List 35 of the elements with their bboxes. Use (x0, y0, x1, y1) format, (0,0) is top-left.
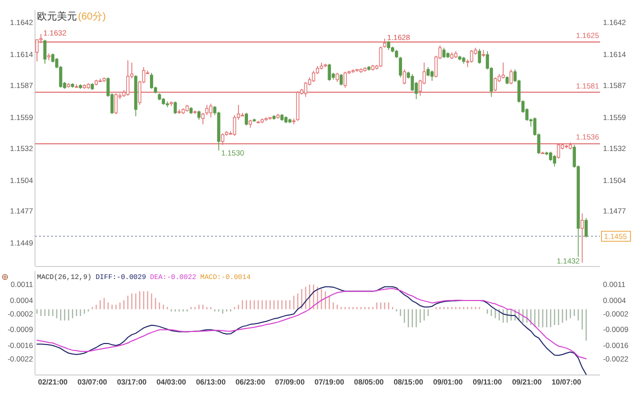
candlestick (584, 218, 588, 238)
candlestick (510, 69, 513, 85)
candlestick (344, 71, 347, 88)
candlestick (442, 47, 446, 58)
candlestick (402, 69, 406, 85)
candlestick (244, 112, 248, 126)
candlestick (336, 72, 339, 82)
candlestick (580, 213, 584, 263)
candlestick (379, 46, 382, 68)
candlestick (312, 70, 316, 82)
candlestick (549, 151, 552, 162)
candlestick (478, 48, 482, 64)
candlestick (482, 50, 486, 58)
candlestick (232, 114, 236, 136)
candlestick (470, 50, 474, 63)
candlestick (410, 74, 414, 92)
candlestick (205, 104, 208, 116)
line-series (36, 286, 587, 375)
candlestick (197, 110, 201, 120)
candlestick (209, 103, 212, 118)
candlestick (430, 70, 434, 82)
line-series (36, 288, 587, 360)
candlestick (502, 62, 505, 79)
candlestick (398, 56, 402, 78)
candlestick (150, 72, 154, 90)
candlestick (201, 112, 204, 125)
candlestick (426, 66, 430, 77)
candlestick (174, 101, 177, 114)
chart-subtitle: (60分) (78, 10, 106, 22)
candlestick (340, 74, 343, 86)
candlestick (387, 40, 390, 50)
chart-title: 欧元美元 (37, 10, 77, 22)
candlestick (552, 154, 556, 167)
candlestick (43, 39, 46, 64)
candlestick (328, 63, 331, 82)
